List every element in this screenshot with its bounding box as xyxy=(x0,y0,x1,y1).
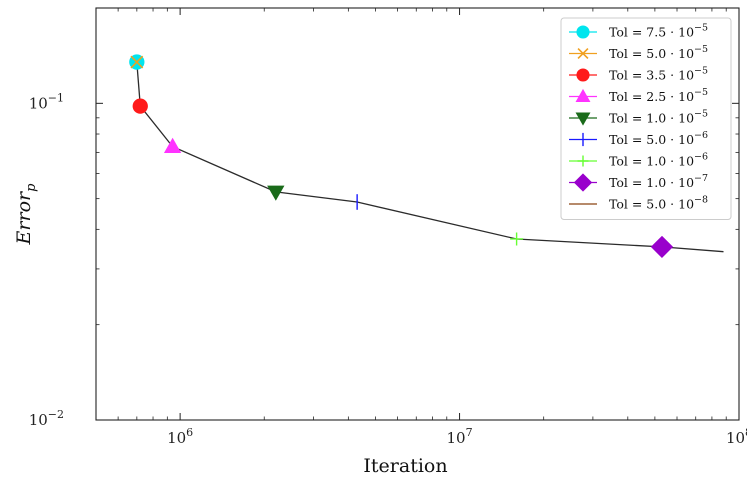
data-point-3 xyxy=(163,137,182,153)
x-tick-label: 106 xyxy=(167,426,193,447)
legend-label: Tol = 1.0 · 10−5 xyxy=(609,109,708,126)
legend-marker-shape xyxy=(577,155,589,167)
legend-marker xyxy=(577,47,589,60)
series-line xyxy=(136,62,724,253)
x-axis-label: Iteration xyxy=(363,455,447,477)
data-point-4-shape xyxy=(267,185,285,201)
legend-entry: Tol = 5.0 · 10−6 xyxy=(569,130,708,147)
legend-marker xyxy=(577,155,589,167)
legend-label: Tol = 5.0 · 10−8 xyxy=(609,195,708,212)
legend-marker-shape xyxy=(577,47,589,60)
legend-entry: Tol = 3.5 · 10−5 xyxy=(569,66,708,83)
legend-marker-shape xyxy=(576,25,590,39)
legend-box xyxy=(560,17,732,220)
legend-entry: Tol = 5.0 · 10−5 xyxy=(569,44,708,61)
legend-label: Tol = 1.0 · 10−7 xyxy=(609,173,708,190)
data-point-6 xyxy=(510,232,524,246)
axis-labels: Iteration Errorp xyxy=(13,183,448,477)
legend-marker xyxy=(573,173,593,192)
y-tick-label: 10−2 xyxy=(29,408,64,429)
legend-entry: Tol = 1.0 · 10−5 xyxy=(569,109,708,126)
legend-marker-shape xyxy=(575,112,591,126)
legend-label: Tol = 7.5 · 10−5 xyxy=(609,23,708,40)
legend: Tol = 7.5 · 10−5 Tol = 5.0 · 10−5 Tol = 3.… xyxy=(560,17,732,220)
legend-marker-shape xyxy=(573,173,593,192)
legend-marker xyxy=(576,25,590,39)
data-layer xyxy=(129,54,724,259)
x-tick-label: 108 xyxy=(726,426,747,447)
legend-label: Tol = 1.0 · 10−6 xyxy=(609,152,708,169)
legend-label: Tol = 3.5 · 10−5 xyxy=(609,66,708,83)
axes-layer: 106 107 108 10−1 10−2 xyxy=(29,7,747,447)
data-point-2-shape xyxy=(132,98,148,114)
legend-marker-shape xyxy=(576,68,590,82)
x-tick-label: 107 xyxy=(447,426,473,447)
data-point-4 xyxy=(267,185,285,201)
legend-marker xyxy=(575,88,591,102)
data-point-2 xyxy=(132,98,148,114)
data-point-7-shape xyxy=(650,235,674,259)
data-point-1 xyxy=(130,55,144,69)
legend-marker xyxy=(575,112,591,126)
legend-entry: Tol = 7.5 · 10−5 xyxy=(569,23,708,40)
legend-entry: Tol = 1.0 · 10−7 xyxy=(569,173,708,192)
legend-label: Tol = 5.0 · 10−6 xyxy=(609,130,708,147)
legend-marker-shape xyxy=(575,88,591,102)
legend-label: Tol = 2.5 · 10−5 xyxy=(609,87,708,104)
legend-marker xyxy=(576,68,590,82)
y-axis-label: Errorp xyxy=(13,183,39,246)
legend-entry: Tol = 1.0 · 10−6 xyxy=(569,152,708,169)
y-tick-label: 10−1 xyxy=(29,91,64,112)
axes-frame xyxy=(95,7,740,421)
data-point-7 xyxy=(650,235,674,259)
data-point-1-shape xyxy=(130,55,144,69)
legend-entry: Tol = 2.5 · 10−5 xyxy=(569,87,708,104)
data-point-3-shape xyxy=(163,137,182,153)
data-point-6-shape xyxy=(510,232,524,246)
legend-label: Tol = 5.0 · 10−5 xyxy=(609,44,708,61)
legend-entry: Tol = 5.0 · 10−8 xyxy=(569,195,708,212)
